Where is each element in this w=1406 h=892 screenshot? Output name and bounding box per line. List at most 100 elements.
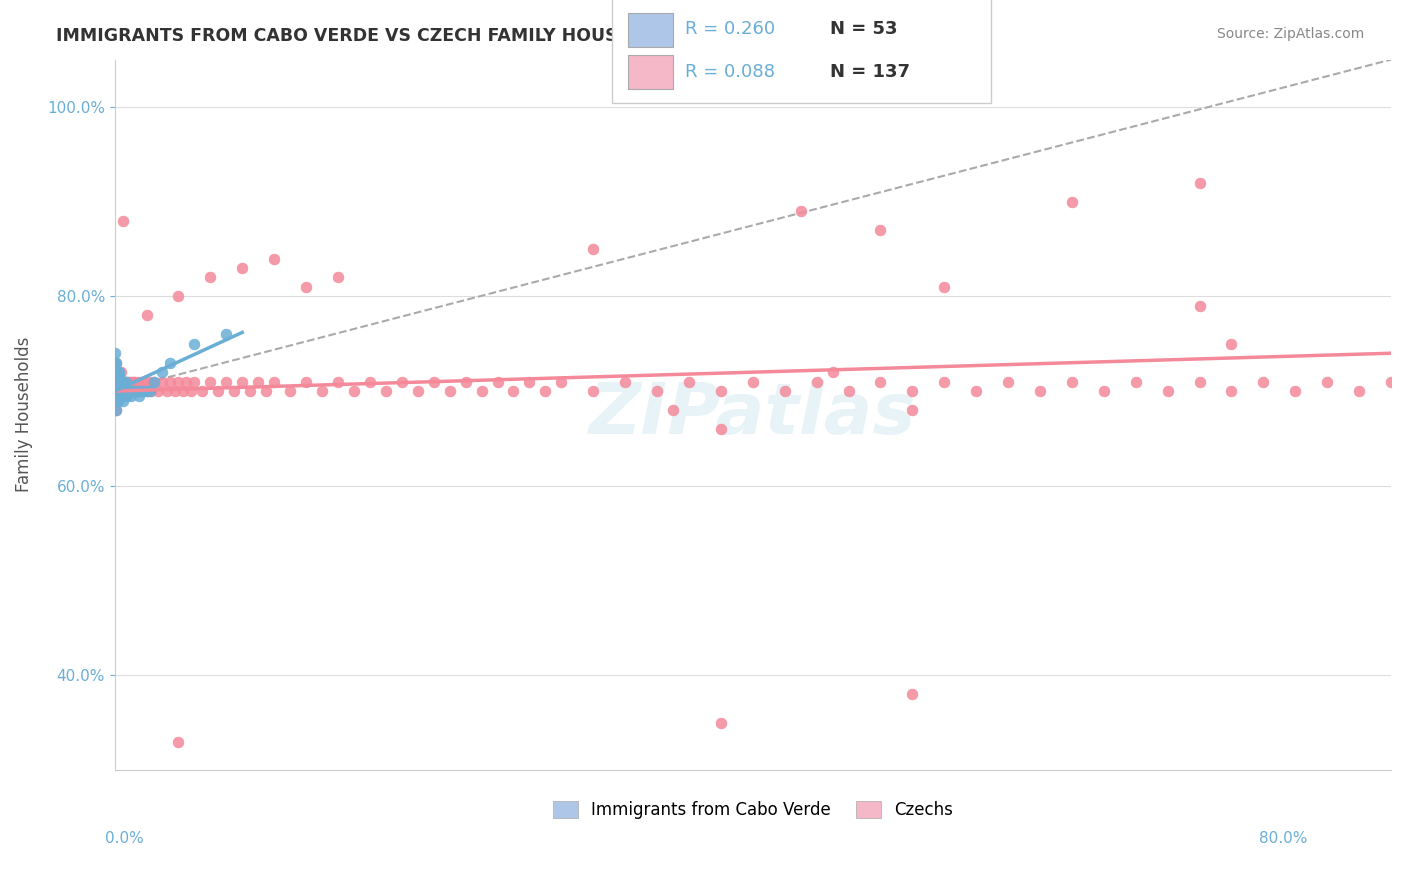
Point [104, 384, 127, 398]
Point [231, 260, 253, 275]
Point [124, 375, 146, 389]
Text: N = 53: N = 53 [830, 21, 897, 38]
Point [172, 384, 194, 398]
Point [110, 365, 132, 379]
Point [118, 375, 141, 389]
Point [406, 384, 429, 398]
Point [114, 375, 136, 389]
Point [1316, 375, 1339, 389]
Point [121, 384, 143, 398]
Point [111, 384, 134, 398]
Point [295, 280, 318, 294]
Point [121, 375, 143, 389]
Point [110, 389, 132, 403]
Point [129, 384, 152, 398]
Point [111, 384, 134, 398]
Point [231, 375, 253, 389]
Point [129, 384, 152, 398]
Point [519, 375, 541, 389]
Point [1060, 194, 1083, 209]
Point [143, 375, 166, 389]
Point [1125, 375, 1147, 389]
Point [117, 384, 139, 398]
Point [105, 389, 128, 403]
Point [107, 384, 129, 398]
Point [176, 375, 198, 389]
Point [111, 375, 134, 389]
Point [1188, 176, 1211, 190]
Point [125, 384, 148, 398]
Point [391, 375, 413, 389]
Point [215, 375, 238, 389]
Point [118, 384, 141, 398]
Point [110, 384, 132, 398]
Point [167, 734, 190, 748]
Point [104, 346, 127, 360]
Point [128, 375, 150, 389]
Point [254, 384, 277, 398]
Point [343, 384, 366, 398]
Point [934, 375, 956, 389]
Point [374, 384, 396, 398]
Point [1188, 375, 1211, 389]
Point [108, 384, 131, 398]
Point [118, 384, 141, 398]
Y-axis label: Family Households: Family Households [15, 337, 32, 492]
Point [122, 384, 145, 398]
Point [104, 356, 127, 370]
Point [191, 384, 214, 398]
Point [550, 375, 572, 389]
Point [247, 375, 270, 389]
Point [105, 403, 128, 417]
Text: IMMIGRANTS FROM CABO VERDE VS CZECH FAMILY HOUSEHOLDS CORRELATION CHART: IMMIGRANTS FROM CABO VERDE VS CZECH FAMI… [56, 27, 912, 45]
Point [107, 375, 129, 389]
Point [107, 365, 129, 379]
Point [107, 375, 129, 389]
Point [239, 384, 262, 398]
Text: N = 137: N = 137 [830, 63, 910, 81]
Point [159, 375, 181, 389]
Point [806, 375, 828, 389]
Point [108, 365, 131, 379]
Point [582, 242, 605, 256]
Point [710, 422, 733, 436]
Point [117, 375, 139, 389]
Point [135, 309, 157, 323]
Point [111, 393, 134, 408]
Point [105, 356, 128, 370]
Point [131, 375, 153, 389]
Point [965, 384, 987, 398]
Text: R = 0.088: R = 0.088 [685, 63, 775, 81]
Point [114, 384, 136, 398]
Point [1379, 375, 1402, 389]
Point [104, 375, 127, 389]
Point [110, 384, 132, 398]
Point [901, 384, 924, 398]
Point [165, 384, 187, 398]
Point [120, 384, 142, 398]
Point [122, 384, 145, 398]
Point [134, 375, 156, 389]
Point [108, 370, 131, 384]
Point [582, 384, 605, 398]
Point [167, 375, 190, 389]
Point [146, 384, 169, 398]
Text: R = 0.260: R = 0.260 [685, 21, 775, 38]
Point [422, 375, 444, 389]
Point [105, 403, 128, 417]
Point [1060, 375, 1083, 389]
Point [838, 384, 860, 398]
Point [112, 384, 135, 398]
Point [1188, 299, 1211, 313]
Point [789, 204, 811, 219]
Point [108, 384, 131, 398]
Point [207, 384, 229, 398]
Text: 0.0%: 0.0% [105, 831, 145, 846]
Point [114, 384, 136, 398]
Point [869, 223, 891, 237]
Point [1253, 375, 1275, 389]
Point [534, 384, 557, 398]
Point [120, 389, 142, 403]
Point [120, 375, 142, 389]
Point [454, 375, 477, 389]
